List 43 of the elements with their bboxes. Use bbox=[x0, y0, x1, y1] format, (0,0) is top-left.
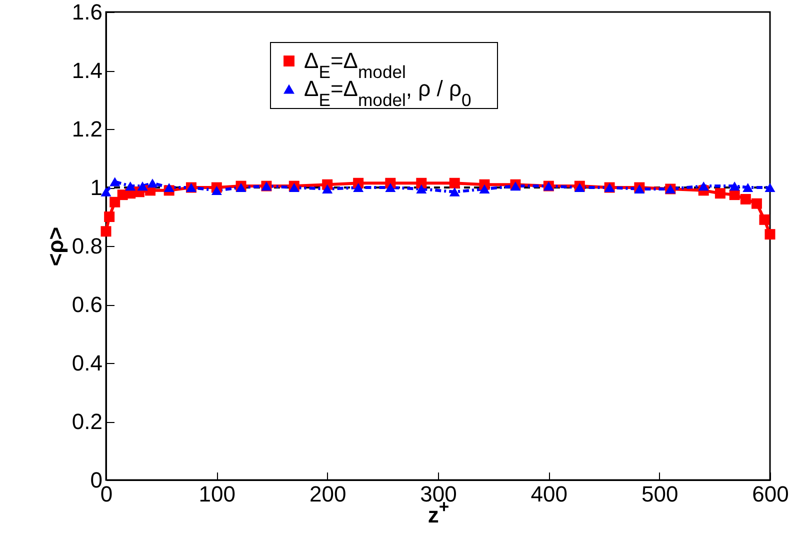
x-tick-label: 100 bbox=[198, 482, 236, 506]
point bbox=[110, 196, 120, 208]
y-tick-label: 0.4 bbox=[72, 350, 102, 376]
x-tick-label: 500 bbox=[641, 482, 678, 506]
point bbox=[729, 190, 740, 200]
y-tick-label: 1.2 bbox=[72, 116, 102, 142]
point bbox=[137, 181, 148, 191]
point bbox=[751, 198, 762, 209]
point bbox=[322, 184, 333, 194]
point bbox=[479, 184, 490, 194]
point bbox=[385, 182, 396, 192]
point bbox=[147, 178, 158, 188]
point bbox=[211, 186, 222, 195]
point bbox=[764, 182, 776, 192]
point bbox=[416, 184, 427, 194]
point bbox=[100, 187, 112, 196]
point bbox=[764, 229, 776, 240]
point bbox=[125, 181, 136, 191]
x-tick-label: 400 bbox=[530, 482, 568, 506]
point bbox=[740, 194, 751, 204]
point bbox=[742, 182, 754, 192]
y-tick-label: 1.4 bbox=[72, 58, 102, 83]
y-tick-label: 0.8 bbox=[72, 234, 102, 258]
point bbox=[759, 214, 770, 225]
point bbox=[449, 178, 460, 188]
point bbox=[449, 187, 460, 196]
point bbox=[164, 182, 174, 192]
legend-label: Δ$_{E}$=Δ$_{model}$ bbox=[304, 48, 406, 82]
y-tick-label: 0.2 bbox=[72, 409, 102, 434]
point bbox=[416, 178, 427, 188]
x-tick-label: 600 bbox=[752, 482, 789, 506]
point bbox=[729, 181, 740, 191]
point bbox=[100, 226, 112, 237]
y-tick-label: 1 bbox=[90, 175, 102, 200]
point bbox=[353, 182, 364, 192]
x-tick-label: 200 bbox=[309, 482, 346, 506]
point bbox=[104, 212, 115, 222]
point bbox=[714, 188, 726, 199]
y-axis-title: <ρ> bbox=[42, 226, 68, 266]
point bbox=[110, 177, 120, 186]
point bbox=[698, 181, 709, 191]
y-tick-label: 1.6 bbox=[72, 0, 102, 24]
y-tick-label: 0.6 bbox=[72, 292, 102, 317]
